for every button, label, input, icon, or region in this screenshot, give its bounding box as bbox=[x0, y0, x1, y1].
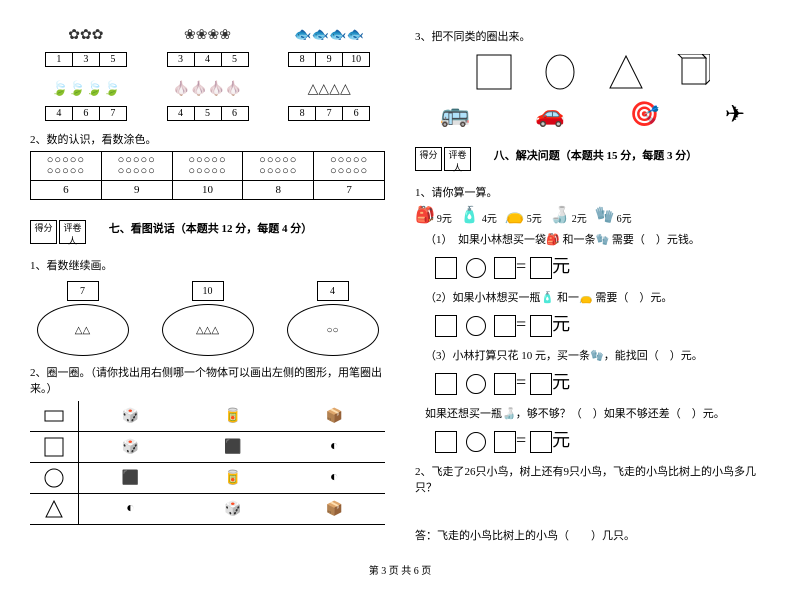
vehicle-icon: ✈ bbox=[725, 100, 745, 129]
object-cell: 🎲 bbox=[79, 432, 182, 463]
equation-3: =元 bbox=[435, 368, 770, 395]
draw-item: 4○○ bbox=[280, 281, 385, 356]
shape-ref-cell bbox=[30, 463, 79, 494]
shop-item: 🎒9元 bbox=[415, 205, 452, 225]
items-row: 🎒9元 🧴4元 👝5元 🍶2元 🧤6元 bbox=[415, 205, 770, 225]
object-cell: ◐ bbox=[283, 463, 385, 494]
shape-ref-cell bbox=[30, 432, 79, 463]
object-cell: 🎲 bbox=[182, 494, 284, 525]
shape-row bbox=[415, 54, 770, 90]
q1-counting-groups: ✿✿✿135❀❀❀❀345🐟🐟🐟🐟8910 🍃🍃🍃🍃467🧄🧄🧄🧄456△△△△8… bbox=[30, 20, 385, 123]
section7-header: 得分 评卷人 七、看图说话（本题共 12 分，每题 4 分） bbox=[30, 210, 385, 249]
shop-item: 🧴4元 bbox=[460, 205, 497, 225]
num-cell: 9 bbox=[101, 181, 172, 200]
grader-cell: 评卷人 bbox=[59, 220, 86, 244]
q2-table: ○○○○○○○○○○○○○○○○○○○○○○○○○○○○○○○○○○○○○○○○… bbox=[30, 151, 385, 200]
object-cell: 📦 bbox=[283, 494, 385, 525]
s8-q2-answer: 答：飞走的小鸟比树上的小鸟（ ）几只。 bbox=[415, 527, 770, 543]
num-cell: 6 bbox=[31, 181, 102, 200]
draw-item: 10△△△ bbox=[155, 281, 260, 356]
q2-label: 2、数的认识，看数涂色。 bbox=[30, 131, 385, 147]
vehicle-icon: 🎯 bbox=[630, 100, 660, 129]
count-group: 🍃🍃🍃🍃467 bbox=[30, 74, 142, 123]
object-cell: 🥫 bbox=[182, 463, 284, 494]
count-group: ❀❀❀❀345 bbox=[152, 20, 264, 69]
num-cell: 10 bbox=[172, 181, 243, 200]
vehicle-icon: 🚌 bbox=[440, 100, 470, 129]
sub-q1: （1） 如果小林想买一袋🎒 和一条🧤 需要（ ）元钱。 bbox=[425, 231, 770, 247]
score-cell: 得分 bbox=[30, 220, 57, 244]
equation-2: =元 bbox=[435, 310, 770, 337]
vehicle-icon: 🚗 bbox=[535, 100, 565, 129]
yuan-label: 元 bbox=[552, 314, 574, 334]
s8-q1-label: 1、请你算一算。 bbox=[415, 184, 770, 200]
circle-cell: ○○○○○○○○○○ bbox=[314, 152, 385, 181]
s7-q1-row: 7△△ 10△△△ 4○○ bbox=[30, 281, 385, 356]
object-cell: ◐ bbox=[283, 432, 385, 463]
count-group: 🧄🧄🧄🧄456 bbox=[152, 74, 264, 123]
count-group: △△△△876 bbox=[273, 74, 385, 123]
s7-q1-label: 1、看数继续画。 bbox=[30, 257, 385, 273]
left-column: ✿✿✿135❀❀❀❀345🐟🐟🐟🐟8910 🍃🍃🍃🍃467🧄🧄🧄🧄456△△△△8… bbox=[30, 20, 385, 547]
num-cell: 7 bbox=[314, 181, 385, 200]
section7-title: 七、看图说话（本题共 12 分，每题 4 分） bbox=[109, 223, 313, 235]
section8-title: 八、解决问题（本题共 15 分，每题 3 分） bbox=[494, 150, 698, 162]
draw-item: 7△△ bbox=[30, 281, 135, 356]
yuan-label: 元 bbox=[552, 256, 574, 276]
sub-q4: 如果还想买一瓶🍶，够不够？（ ）如果不够还差（ ）元。 bbox=[425, 405, 770, 421]
right-column: 3、把不同类的圈出来。 🚌 🚗 🎯 ✈ 得分 评卷人 八、解决问题（本题共 15 分，… bbox=[415, 20, 770, 547]
shop-item: 🍶2元 bbox=[550, 205, 587, 225]
vehicles-row: 🚌 🚗 🎯 ✈ bbox=[415, 100, 770, 129]
yuan-label: 元 bbox=[552, 430, 574, 450]
shapes-table: 🎲🥫📦🎲⬛◐⬛🥫◐◐🎲📦 bbox=[30, 401, 385, 525]
object-cell: ◐ bbox=[79, 494, 182, 525]
s8-q2-label: 2、飞走了26只小鸟，树上还有9只小鸟，飞走的小鸟比树上的小鸟多几只？ bbox=[415, 463, 770, 495]
q3-label: 3、把不同类的圈出来。 bbox=[415, 28, 770, 44]
sub-q3: （3）小林打算只花 10 元，买一条🧤，能找回（ ）元。 bbox=[425, 347, 770, 363]
shop-item: 🧤6元 bbox=[595, 205, 632, 225]
count-group: 🐟🐟🐟🐟8910 bbox=[273, 20, 385, 69]
object-cell: 📦 bbox=[283, 401, 385, 432]
score-cell: 得分 bbox=[415, 147, 442, 171]
shop-item: 👝5元 bbox=[505, 205, 542, 225]
circle-cell: ○○○○○○○○○○ bbox=[172, 152, 243, 181]
cube-icon bbox=[674, 54, 710, 90]
object-cell: ⬛ bbox=[79, 463, 182, 494]
yuan-label: 元 bbox=[552, 372, 574, 392]
s7-q2-label: 2、圈一圈。（请你找出用右侧哪一个物体可以画出左侧的图形，用笔圈出来。） bbox=[30, 364, 385, 396]
circle-cell: ○○○○○○○○○○ bbox=[101, 152, 172, 181]
sub-q2: （2）如果小林想买一瓶🧴 和一👝 需要（ ）元。 bbox=[425, 289, 770, 305]
grader-cell: 评卷人 bbox=[444, 147, 471, 171]
equation-1: =元 bbox=[435, 252, 770, 279]
shape-ref-cell bbox=[30, 401, 79, 432]
shape-ref-cell bbox=[30, 494, 79, 525]
circle-cell: ○○○○○○○○○○ bbox=[31, 152, 102, 181]
triangle-icon bbox=[608, 54, 644, 90]
section8-header: 得分 评卷人 八、解决问题（本题共 15 分，每题 3 分） bbox=[415, 137, 770, 176]
num-cell: 8 bbox=[243, 181, 314, 200]
circle-cell: ○○○○○○○○○○ bbox=[243, 152, 314, 181]
object-cell: 🎲 bbox=[79, 401, 182, 432]
count-group: ✿✿✿135 bbox=[30, 20, 142, 69]
page-footer: 第 3 页 共 6 页 bbox=[30, 562, 770, 577]
square-icon bbox=[476, 54, 512, 90]
equation-4: =元 bbox=[435, 426, 770, 453]
object-cell: ⬛ bbox=[182, 432, 284, 463]
object-cell: 🥫 bbox=[182, 401, 284, 432]
ellipse-icon bbox=[542, 54, 578, 90]
